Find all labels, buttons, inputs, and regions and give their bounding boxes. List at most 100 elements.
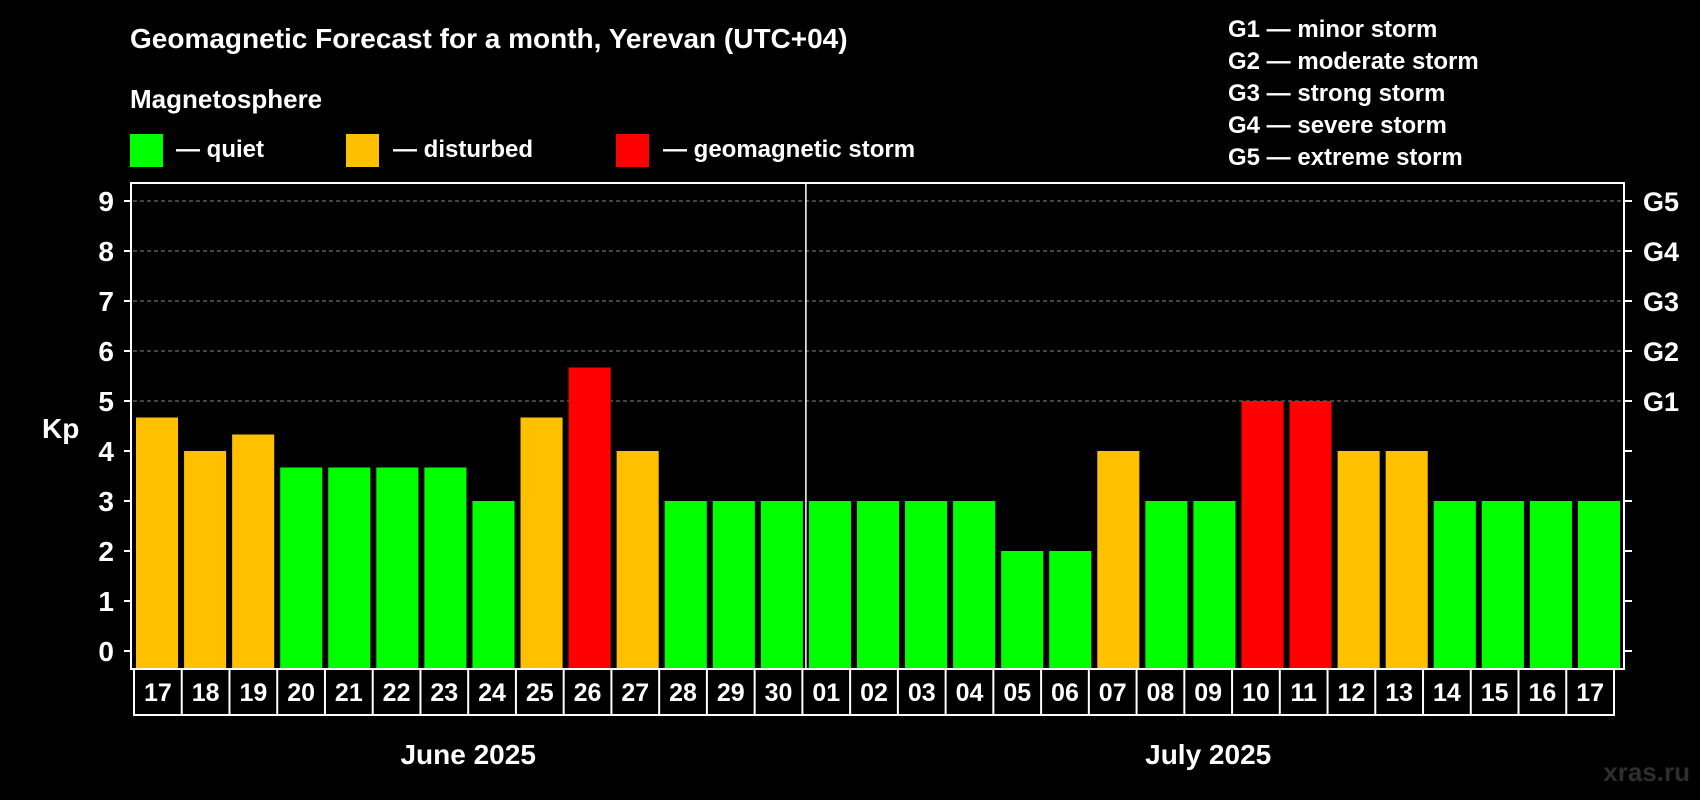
date-label: 29 xyxy=(717,679,745,707)
y-axis-label: Kp xyxy=(42,413,79,444)
bar xyxy=(1193,501,1236,668)
y-tick-label: 9 xyxy=(98,186,114,217)
date-label: 17 xyxy=(1576,679,1604,707)
y-tick-label: 2 xyxy=(98,536,114,567)
y-tick-label: 6 xyxy=(98,336,114,367)
date-label: 18 xyxy=(192,679,220,707)
y-tick-label: 5 xyxy=(98,386,114,417)
bar xyxy=(232,434,275,668)
y-tick-label: 8 xyxy=(98,236,114,267)
date-row: 17 18 19 20 21 22 23 24 25 26 27 28 29 30 01 02 03 04 05 06… xyxy=(133,668,1615,716)
bar xyxy=(1145,501,1188,668)
bar xyxy=(1049,551,1092,668)
y-axis: 0 1 2 3 4 5 6 7 8 9 xyxy=(98,186,131,667)
bar xyxy=(376,467,419,668)
bar xyxy=(568,367,611,668)
date-label: 22 xyxy=(383,679,411,707)
bar xyxy=(1481,501,1524,668)
bar xyxy=(1577,501,1620,668)
bar xyxy=(664,501,707,668)
date-label: 27 xyxy=(621,679,649,707)
bar xyxy=(1385,451,1428,668)
bar xyxy=(953,501,996,668)
bar xyxy=(905,501,948,668)
bars xyxy=(136,367,1620,668)
date-label: 07 xyxy=(1099,679,1127,707)
date-label: 25 xyxy=(526,679,554,707)
chart-title: Geomagnetic Forecast for a month, Yereva… xyxy=(130,23,848,54)
date-label: 06 xyxy=(1051,679,1079,707)
storm-level-label: G2 xyxy=(1643,337,1679,367)
legend-label-disturbed: — disturbed xyxy=(393,136,533,163)
date-label: 23 xyxy=(430,679,458,707)
date-label: 17 xyxy=(144,679,172,707)
date-label: 04 xyxy=(956,679,984,707)
bar xyxy=(1433,501,1476,668)
date-label: 01 xyxy=(812,679,840,707)
bar xyxy=(328,467,371,668)
date-label: 26 xyxy=(574,679,602,707)
watermark: xras.ru xyxy=(1603,757,1690,787)
date-label: 19 xyxy=(239,679,267,707)
bar xyxy=(136,417,179,668)
date-label: 11 xyxy=(1290,679,1317,707)
bar xyxy=(616,451,659,668)
bar xyxy=(856,501,900,668)
bar xyxy=(808,501,851,668)
bar xyxy=(184,451,227,668)
month-label: June 2025 xyxy=(400,739,535,770)
bar xyxy=(1001,551,1044,668)
bar xyxy=(1241,401,1284,668)
storm-level-label: G4 xyxy=(1643,237,1679,267)
legend-label-quiet: — quiet xyxy=(176,136,264,163)
bar xyxy=(520,417,563,668)
bar xyxy=(1289,401,1332,668)
storm-scale-g3: G3 — strong storm xyxy=(1228,80,1445,107)
y-tick-label: 7 xyxy=(98,286,114,317)
date-label: 24 xyxy=(478,679,506,707)
legend-label-storm: — geomagnetic storm xyxy=(663,136,915,163)
right-axis: G1 G2 G3 G4 G5 xyxy=(1624,187,1679,652)
date-label: 10 xyxy=(1242,679,1270,707)
date-label: 09 xyxy=(1194,679,1222,707)
date-label: 30 xyxy=(765,679,793,707)
month-labels: June 2025 July 2025 xyxy=(400,739,1271,770)
bar xyxy=(760,501,803,668)
date-label: 02 xyxy=(860,679,888,707)
storm-level-label: G3 xyxy=(1643,287,1679,317)
storm-scale-g1: G1 — minor storm xyxy=(1228,16,1437,43)
bar xyxy=(472,501,515,668)
date-label: 03 xyxy=(908,679,936,707)
storm-scale-g2: G2 — moderate storm xyxy=(1228,48,1479,75)
bar xyxy=(712,501,755,668)
date-label: 08 xyxy=(1147,679,1175,707)
legend-swatch-disturbed xyxy=(346,134,379,167)
grid-lines xyxy=(133,200,1623,402)
y-tick-label: 3 xyxy=(98,486,114,517)
legend-swatch-storm xyxy=(616,134,649,167)
storm-level-label: G1 xyxy=(1643,387,1679,417)
month-label: July 2025 xyxy=(1145,739,1271,770)
y-tick-label: 4 xyxy=(98,436,114,467)
storm-level-label: G5 xyxy=(1643,187,1679,217)
legend-swatch-quiet xyxy=(130,134,163,167)
y-tick-label: 1 xyxy=(98,586,114,617)
date-label: 14 xyxy=(1433,679,1461,707)
date-label: 28 xyxy=(669,679,697,707)
storm-scale-g4: G4 — severe storm xyxy=(1228,112,1447,139)
bar xyxy=(1097,451,1140,668)
date-label: 12 xyxy=(1338,679,1366,707)
date-label: 16 xyxy=(1528,679,1556,707)
date-label: 13 xyxy=(1385,679,1413,707)
bar xyxy=(1529,501,1572,668)
bar xyxy=(424,467,467,668)
date-row-frame xyxy=(133,668,1615,716)
bar xyxy=(280,467,323,668)
legend-heading: Magnetosphere xyxy=(130,84,322,114)
date-label: 15 xyxy=(1481,679,1509,707)
date-label: 20 xyxy=(287,679,315,707)
date-label: 05 xyxy=(1003,679,1031,707)
storm-scale-g5: G5 — extreme storm xyxy=(1228,144,1463,171)
bar xyxy=(1337,451,1380,668)
